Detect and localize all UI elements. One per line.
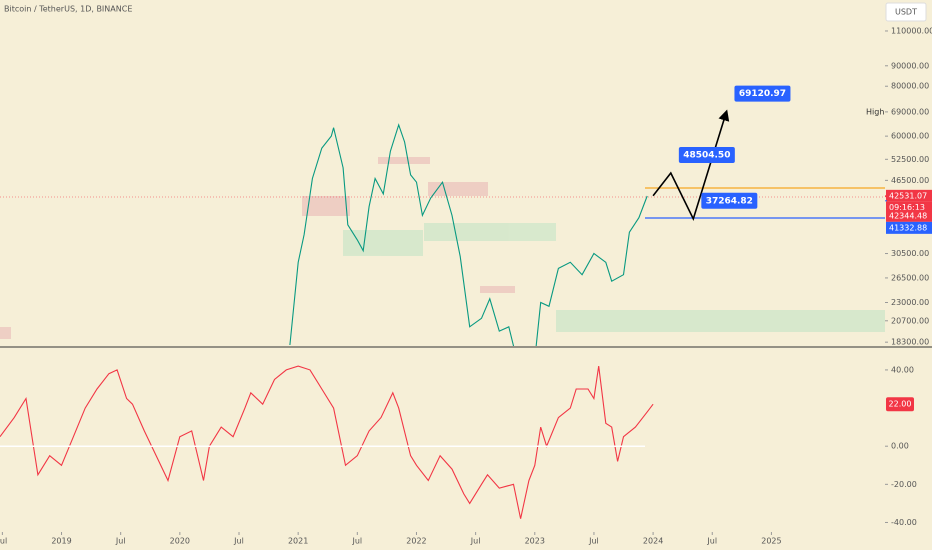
projection-label-box xyxy=(701,192,758,209)
x-tick-label: Jul xyxy=(351,537,362,546)
x-tick-label: 2025 xyxy=(761,537,781,546)
x-tick-label: 2019 xyxy=(51,537,71,546)
y-tick-label: 110000.00 xyxy=(891,26,932,35)
y-tick-label: 90000.00 xyxy=(891,61,929,70)
currency-button[interactable] xyxy=(885,2,927,22)
projection-label: 48504.50 xyxy=(683,151,730,161)
x-tick-label: Jul xyxy=(0,537,7,546)
y-tick-label: 23000.00 xyxy=(891,298,929,307)
last-value-label: 22.00 xyxy=(889,400,912,409)
projection-path xyxy=(652,109,730,221)
price-tag: 42531.07 xyxy=(889,191,927,200)
y-tick-label: 18300.00 xyxy=(891,338,929,347)
countdown-box xyxy=(886,201,932,213)
x-tick-label: Jul xyxy=(115,537,126,546)
projection-label-box xyxy=(734,85,791,102)
countdown: 09:16:13 xyxy=(889,203,925,212)
x-tick-label: 2020 xyxy=(170,537,190,546)
x-tick-label: Jul xyxy=(588,537,599,546)
y-tick-label: 46500.00 xyxy=(891,176,929,185)
price-tag-box xyxy=(886,221,932,234)
currency-label[interactable]: USDT xyxy=(895,8,917,17)
plot xyxy=(0,365,654,519)
last-value-box xyxy=(886,397,914,412)
x-tick-label: 2021 xyxy=(288,537,308,546)
price-tag: 42344.48 xyxy=(889,211,927,220)
plot xyxy=(289,123,648,346)
y-tick-label: 60000.00 xyxy=(891,132,929,141)
projection-label-box xyxy=(678,147,735,164)
x-tick-label: 2023 xyxy=(525,537,545,546)
x-tick-label: 2024 xyxy=(643,537,663,546)
y-tick-label: 40.00 xyxy=(891,365,914,374)
y-tick-label: -40.00 xyxy=(891,518,917,527)
series-line xyxy=(289,123,648,346)
x-tick-label: Jul xyxy=(233,537,244,546)
price-tag: 41332.88 xyxy=(889,223,927,232)
x-tick-label: 2022 xyxy=(406,537,426,546)
price-tag-box xyxy=(886,189,932,202)
y-tick-label: 30500.00 xyxy=(891,249,929,258)
y-tick-label: 26500.00 xyxy=(891,273,929,282)
projection-label: 37264.82 xyxy=(706,196,753,206)
x-tick-label: Jul xyxy=(706,537,717,546)
series-line xyxy=(0,365,654,519)
y-tick-label: 0.00 xyxy=(891,442,909,451)
y-tick-label: 69000.00 xyxy=(891,107,929,116)
y-tick-label: -20.00 xyxy=(891,480,917,489)
price-tag-box xyxy=(886,209,932,222)
y-tick-label: 80000.00 xyxy=(891,82,929,91)
high-label: High xyxy=(866,107,884,116)
y-tick-label: 20700.00 xyxy=(891,316,929,325)
projection-label: 69120.97 xyxy=(739,89,786,99)
zones xyxy=(0,157,885,339)
y-tick-label: 52500.00 xyxy=(891,155,929,164)
x-tick-label: Jul xyxy=(470,537,481,546)
chart-title: Bitcoin / TetherUS, 1D, BINANCE xyxy=(4,5,132,14)
